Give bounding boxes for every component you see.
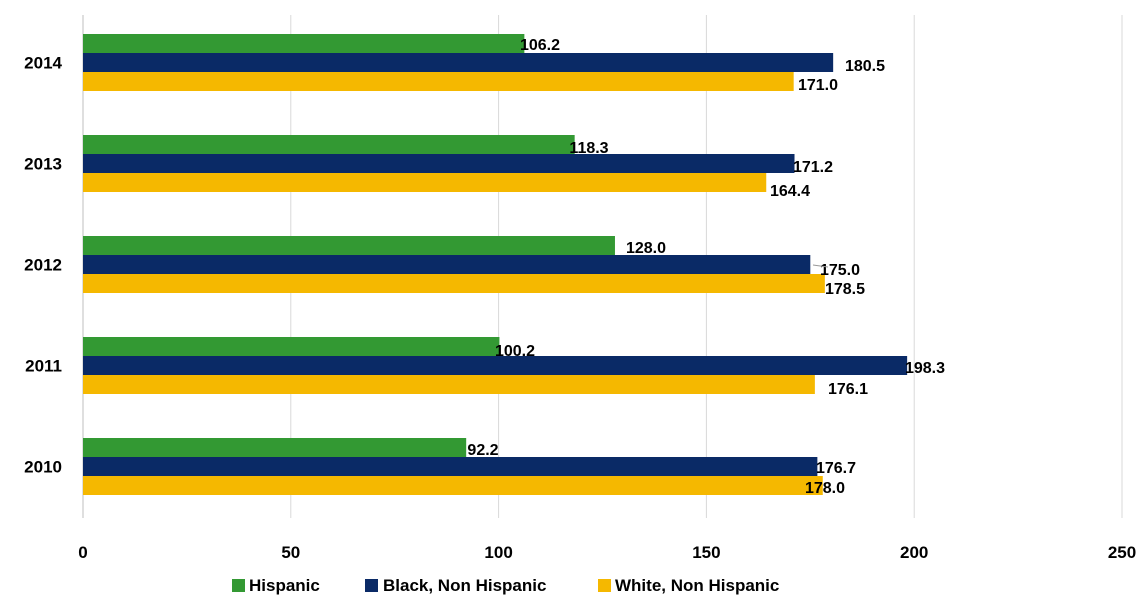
y-tick-label: 2014 bbox=[24, 54, 62, 73]
bar bbox=[83, 34, 525, 53]
data-label: 164.4 bbox=[770, 183, 810, 200]
y-axis-tick-labels: 2014 2013 2012 2011 2010 bbox=[24, 54, 62, 477]
legend-swatch bbox=[232, 579, 245, 592]
bar bbox=[83, 476, 823, 495]
data-labels: 106.2 180.5 171.0 118.3 171.2 164.4 128.0 175.0… bbox=[467, 37, 945, 497]
data-label: 92.2 bbox=[467, 442, 498, 459]
bar bbox=[83, 438, 467, 457]
data-label: 176.7 bbox=[816, 460, 856, 477]
data-label: 180.5 bbox=[845, 58, 885, 75]
leader-line bbox=[812, 264, 829, 268]
data-label: 178.0 bbox=[805, 480, 845, 497]
bars bbox=[83, 34, 908, 495]
x-tick-label: 100 bbox=[484, 543, 512, 562]
legend-label: White, Non Hispanic bbox=[615, 576, 779, 595]
x-tick-label: 200 bbox=[900, 543, 928, 562]
legend-swatch bbox=[365, 579, 378, 592]
legend-label: Hispanic bbox=[249, 576, 320, 595]
legend: Hispanic Black, Non Hispanic White, Non Hi… bbox=[232, 576, 779, 595]
x-tick-label: 0 bbox=[78, 543, 87, 562]
bar bbox=[83, 274, 825, 293]
x-axis-tick-labels: 0 50 100 150 200 250 bbox=[78, 543, 1136, 562]
bar bbox=[83, 135, 575, 154]
bar bbox=[83, 457, 818, 476]
data-label: 171.0 bbox=[798, 77, 838, 94]
data-label: 118.3 bbox=[569, 140, 608, 157]
legend-swatch bbox=[598, 579, 611, 592]
data-label: 175.0 bbox=[820, 262, 860, 279]
y-tick-label: 2013 bbox=[24, 155, 62, 174]
x-tick-label: 250 bbox=[1108, 543, 1136, 562]
bar bbox=[83, 173, 767, 192]
data-label: 106.2 bbox=[520, 37, 560, 54]
x-tick-label: 50 bbox=[281, 543, 300, 562]
bar bbox=[83, 375, 815, 394]
bar bbox=[83, 356, 908, 375]
bar bbox=[83, 53, 834, 72]
data-label: 128.0 bbox=[626, 240, 666, 257]
y-tick-label: 2010 bbox=[24, 458, 62, 477]
data-label: 176.1 bbox=[828, 381, 868, 398]
x-tick-label: 150 bbox=[692, 543, 720, 562]
bar bbox=[83, 236, 615, 255]
bar bbox=[83, 154, 795, 173]
bar bbox=[83, 255, 811, 274]
bar bbox=[83, 72, 794, 91]
data-label: 100.2 bbox=[495, 343, 535, 360]
data-label: 198.3 bbox=[905, 360, 945, 377]
legend-label: Black, Non Hispanic bbox=[383, 576, 546, 595]
data-label: 178.5 bbox=[825, 281, 865, 298]
data-label: 171.2 bbox=[793, 159, 833, 176]
y-tick-label: 2012 bbox=[24, 256, 62, 275]
y-tick-label: 2011 bbox=[25, 357, 62, 376]
bar bbox=[83, 337, 500, 356]
